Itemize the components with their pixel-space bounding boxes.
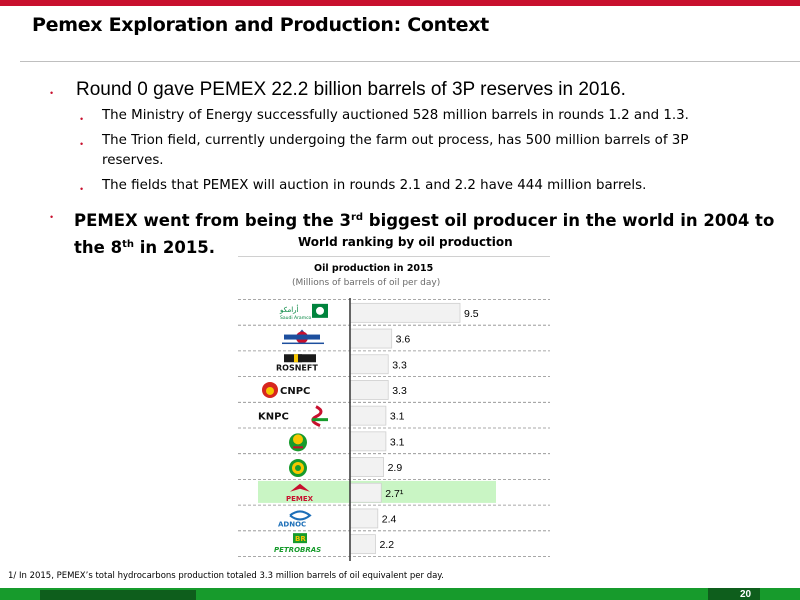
bullet-marker: • xyxy=(50,88,54,98)
rosneft-mark-yellow xyxy=(294,354,298,363)
pemex-emblem xyxy=(290,483,310,492)
sub-bullet-marker: • xyxy=(80,184,84,194)
nioc-subline xyxy=(282,342,324,345)
chart-unit-label: (Millions of barrels of oil per day) xyxy=(292,278,441,288)
rosneft-logo-text: ROSNEFT xyxy=(276,363,318,372)
cnpc-logo-text: CNPC xyxy=(280,386,310,397)
page-number: 20 xyxy=(740,589,752,600)
chart-title: World ranking by oil production xyxy=(298,235,513,249)
bar xyxy=(349,302,461,323)
nnpc-emblem-center xyxy=(295,465,301,472)
bottom-dark-segment xyxy=(40,590,196,600)
bullet-main-2-text-a: PEMEX went from being the 3 xyxy=(74,211,351,230)
bullet-main-2-text-c: in 2015. xyxy=(133,238,216,257)
bar xyxy=(349,354,389,375)
bar xyxy=(349,431,387,452)
oil-production-chart: 9.5 3.6 3.3 3.3 3.1 3.1 2.9 2.7¹ 2.4 2.2 ﺃﺭﺍﻣﻜﻮSau… xyxy=(238,298,550,561)
inoc-emblem-center xyxy=(293,434,303,445)
bar xyxy=(349,328,393,349)
petrobras-emblem-text: BR xyxy=(295,535,306,543)
bullet-main-2-sup-a: rd xyxy=(350,212,364,223)
bar xyxy=(349,508,379,529)
sub-bullet-2: The Trion field, currently undergoing th… xyxy=(102,133,689,168)
sub-bullet-1: The Ministry of Energy successfully auct… xyxy=(102,108,689,123)
sub-bullet-marker: • xyxy=(80,139,84,149)
bar-value-label: 2.2 xyxy=(379,539,394,551)
pemex-logo-text: PEMEX xyxy=(286,495,314,503)
bar-value-label: 3.3 xyxy=(392,385,407,397)
bar xyxy=(349,482,382,503)
top-accent-bar xyxy=(0,0,800,6)
nioc-band xyxy=(284,334,320,340)
bullet-main-2: PEMEX went from being the 3rd biggest oi… xyxy=(74,206,794,260)
bullet-marker: • xyxy=(50,212,54,222)
bottom-green-bar xyxy=(0,588,800,600)
aramco-emblem-mark xyxy=(316,306,324,315)
bar-value-label: 3.1 xyxy=(390,436,405,448)
rosneft-mark-left xyxy=(284,354,302,363)
slide-title: Pemex Exploration and Production: Contex… xyxy=(32,14,489,36)
petrobras-logo-text: PETROBRAS xyxy=(274,546,321,554)
chart-top-rule xyxy=(238,256,550,257)
bar xyxy=(349,534,376,555)
title-divider xyxy=(20,61,800,62)
bar-value-label: 2.9 xyxy=(388,462,403,474)
footnote: 1/ In 2015, PEMEX’s total hydrocarbons p… xyxy=(8,571,444,581)
bar xyxy=(349,380,389,400)
bar-value-label: 3.3 xyxy=(392,359,407,371)
cnpc-emblem-center xyxy=(266,386,274,395)
knpc-emblem-red xyxy=(311,405,323,428)
aramco-logo-text: Saudi Aramco xyxy=(280,315,312,321)
sub-bullet-marker: • xyxy=(80,114,84,124)
rosneft-mark-right xyxy=(298,354,316,363)
bar-value-label: 2.7¹ xyxy=(385,488,404,500)
bullet-main-2-sup-b: th xyxy=(122,239,134,250)
aramco-arabic-glyphs: ﺃﺭﺍﻣﻜﻮ xyxy=(279,304,299,314)
adnoc-emblem xyxy=(289,510,312,521)
bar-value-label: 9.5 xyxy=(464,308,479,320)
bullet-main-2-text-b: biggest oil producer in the world in 200… xyxy=(74,211,775,257)
bar xyxy=(349,457,384,477)
bar-value-label: 3.1 xyxy=(390,411,405,423)
bar-value-label: 2.4 xyxy=(382,513,397,525)
knpc-logo-text: KNPC xyxy=(258,412,289,423)
petrobras-emblem xyxy=(293,533,307,544)
adnoc-logo-text: ADNOC xyxy=(278,520,306,528)
bar-value-label: 3.6 xyxy=(396,334,411,346)
page-number-box xyxy=(708,588,760,600)
chart-subtitle: Oil production in 2015 xyxy=(314,263,434,274)
bar xyxy=(349,405,387,426)
bullet-main-1: Round 0 gave PEMEX 22.2 billion barrels … xyxy=(76,79,626,100)
sub-bullet-3: The fields that PEMEX will auction in ro… xyxy=(102,178,647,193)
